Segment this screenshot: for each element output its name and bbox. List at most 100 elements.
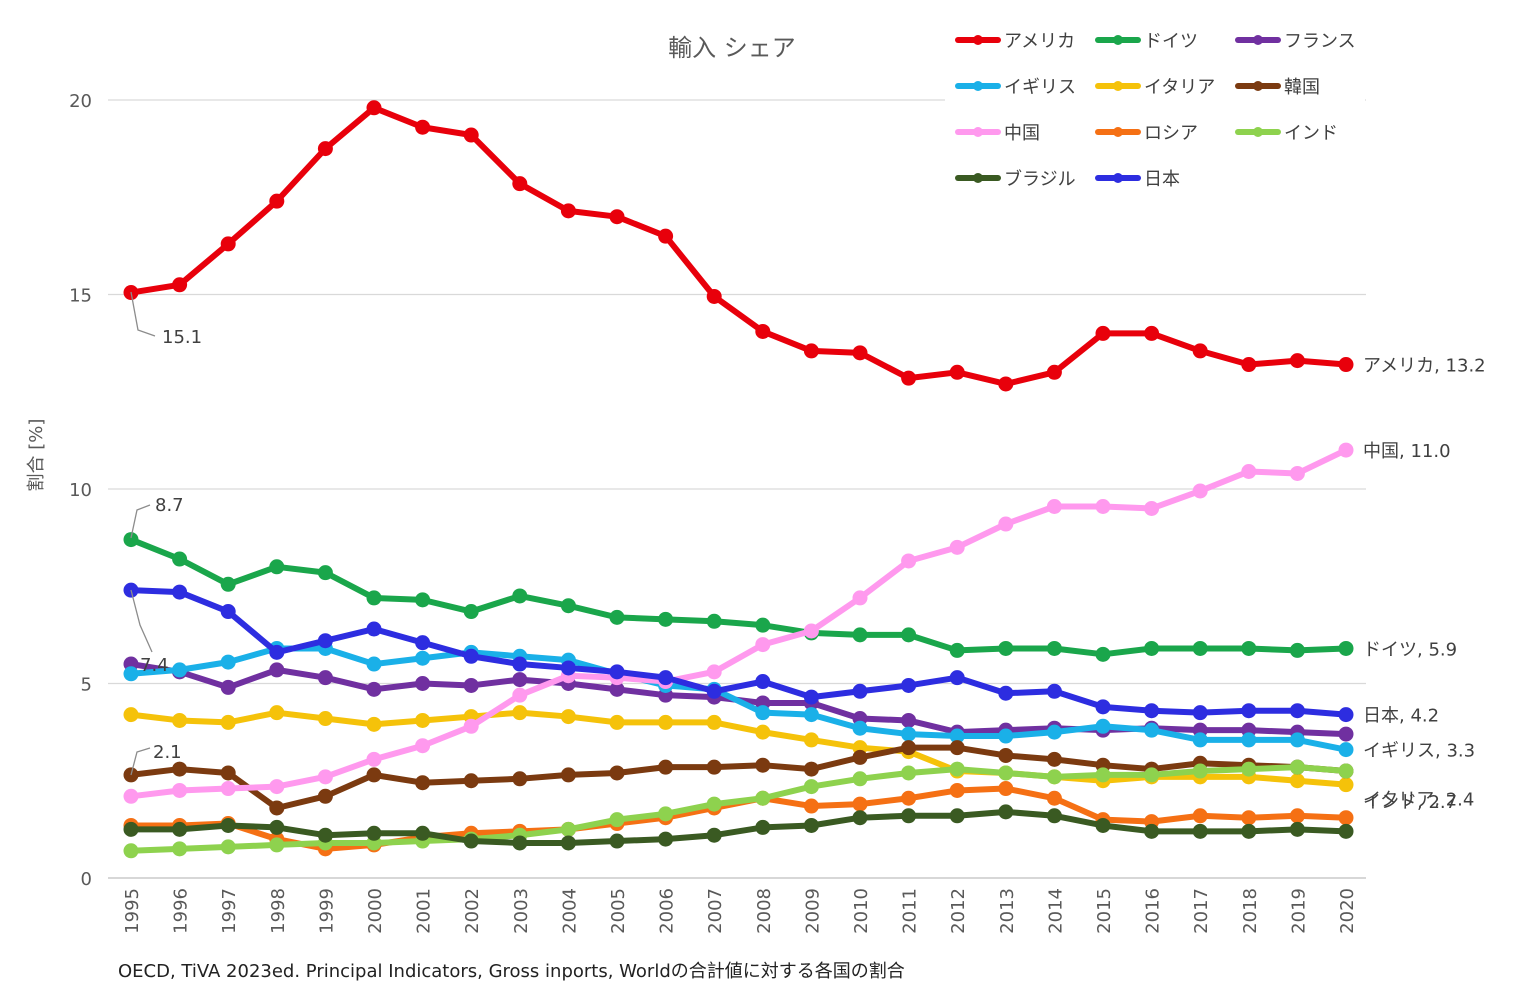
data-point-3-19 bbox=[1046, 724, 1062, 740]
data-point-6-3 bbox=[269, 779, 285, 795]
legend-label-8: インド bbox=[1284, 123, 1338, 144]
data-point-9-18 bbox=[998, 804, 1014, 820]
data-point-10-11 bbox=[658, 670, 674, 686]
data-point-0-21 bbox=[1144, 325, 1160, 341]
data-point-10-10 bbox=[609, 664, 625, 680]
x-tick-2016: 2016 bbox=[1143, 888, 1164, 934]
data-point-3-16 bbox=[901, 726, 917, 742]
data-point-9-1 bbox=[172, 821, 188, 837]
data-point-1-17 bbox=[949, 642, 965, 658]
data-point-8-9 bbox=[560, 821, 576, 837]
data-point-9-10 bbox=[609, 833, 625, 849]
x-tick-2019: 2019 bbox=[1288, 888, 1309, 934]
data-point-1-10 bbox=[609, 609, 625, 625]
legend-item-2: フランス bbox=[1235, 31, 1356, 52]
data-point-6-15 bbox=[852, 590, 868, 606]
data-point-8-23 bbox=[1241, 761, 1257, 777]
data-point-6-2 bbox=[220, 781, 236, 797]
series-8 bbox=[123, 759, 1354, 859]
data-point-4-9 bbox=[560, 709, 576, 725]
x-tick-2004: 2004 bbox=[559, 888, 580, 934]
x-tick-2012: 2012 bbox=[948, 888, 969, 934]
x-tick-1995: 1995 bbox=[122, 888, 143, 934]
data-point-5-11 bbox=[658, 759, 674, 775]
data-point-6-23 bbox=[1241, 463, 1257, 479]
data-point-9-21 bbox=[1144, 823, 1160, 839]
legend-marker-7 bbox=[1113, 127, 1123, 137]
data-point-3-13 bbox=[755, 705, 771, 721]
data-point-8-2 bbox=[220, 839, 236, 855]
legend-marker-1 bbox=[1113, 35, 1123, 45]
data-point-0-3 bbox=[269, 193, 285, 209]
data-point-8-10 bbox=[609, 812, 625, 828]
data-point-10-19 bbox=[1046, 683, 1062, 699]
data-point-6-6 bbox=[415, 738, 431, 754]
data-point-4-25 bbox=[1338, 777, 1354, 793]
legend-label-4: イタリア bbox=[1144, 77, 1215, 98]
y-tick-10: 10 bbox=[69, 480, 92, 501]
data-point-8-22 bbox=[1192, 763, 1208, 779]
y-tick-0: 0 bbox=[81, 869, 92, 890]
data-point-0-23 bbox=[1241, 357, 1257, 373]
data-point-5-15 bbox=[852, 749, 868, 765]
data-point-3-2 bbox=[220, 654, 236, 670]
data-point-0-11 bbox=[658, 228, 674, 244]
series-line-0 bbox=[128, 104, 1349, 387]
data-point-9-3 bbox=[269, 819, 285, 835]
data-point-10-6 bbox=[415, 635, 431, 651]
series-line-6 bbox=[128, 447, 1349, 800]
data-point-2-7 bbox=[463, 677, 479, 693]
legend-label-6: 中国 bbox=[1004, 123, 1040, 144]
data-point-1-15 bbox=[852, 627, 868, 643]
data-point-6-8 bbox=[512, 687, 528, 703]
data-point-0-15 bbox=[852, 345, 868, 361]
data-point-0-8 bbox=[512, 176, 528, 192]
data-point-10-4 bbox=[317, 633, 333, 649]
data-point-8-16 bbox=[901, 765, 917, 781]
end-label-8: インド, 2.7 bbox=[1363, 792, 1457, 813]
data-point-6-5 bbox=[366, 751, 382, 767]
data-point-1-5 bbox=[366, 590, 382, 606]
data-point-0-1 bbox=[172, 277, 188, 293]
data-point-2-2 bbox=[220, 679, 236, 695]
data-point-7-18 bbox=[998, 781, 1014, 797]
data-point-0-10 bbox=[609, 209, 625, 225]
data-point-2-25 bbox=[1338, 726, 1354, 742]
leader-line-0 bbox=[130, 291, 156, 337]
legend-label-10: 日本 bbox=[1144, 169, 1180, 190]
data-point-10-24 bbox=[1289, 703, 1305, 719]
data-point-2-10 bbox=[609, 681, 625, 697]
data-point-9-2 bbox=[220, 817, 236, 833]
data-point-9-25 bbox=[1338, 823, 1354, 839]
legend-marker-6 bbox=[973, 127, 983, 137]
series-10 bbox=[123, 582, 1354, 723]
data-point-6-16 bbox=[901, 553, 917, 569]
data-point-10-25 bbox=[1338, 707, 1354, 723]
data-point-2-6 bbox=[415, 676, 431, 691]
data-point-5-3 bbox=[269, 800, 285, 816]
series-line-5 bbox=[128, 744, 1349, 811]
series-line-1 bbox=[128, 536, 1349, 658]
data-point-7-17 bbox=[949, 782, 965, 798]
x-tick-2015: 2015 bbox=[1094, 888, 1115, 934]
data-point-5-19 bbox=[1046, 751, 1062, 767]
data-point-8-14 bbox=[803, 779, 819, 795]
data-point-0-5 bbox=[366, 100, 382, 116]
x-tick-2009: 2009 bbox=[802, 888, 823, 934]
data-point-9-15 bbox=[852, 810, 868, 826]
start-label-2: 7.4 bbox=[140, 655, 169, 676]
data-point-8-18 bbox=[998, 765, 1014, 781]
legend-label-3: イギリス bbox=[1004, 77, 1076, 98]
data-point-10-5 bbox=[366, 621, 382, 637]
series-line-10 bbox=[128, 587, 1349, 718]
data-point-0-4 bbox=[317, 141, 333, 157]
data-point-1-12 bbox=[706, 613, 722, 629]
legend-item-6: 中国 bbox=[955, 123, 1040, 144]
data-point-9-12 bbox=[706, 827, 722, 843]
series-1 bbox=[123, 532, 1354, 662]
data-point-3-17 bbox=[949, 728, 965, 744]
legend-marker-10 bbox=[1113, 173, 1123, 183]
data-point-5-10 bbox=[609, 765, 625, 781]
data-point-10-22 bbox=[1192, 705, 1208, 721]
data-point-9-11 bbox=[658, 831, 674, 847]
